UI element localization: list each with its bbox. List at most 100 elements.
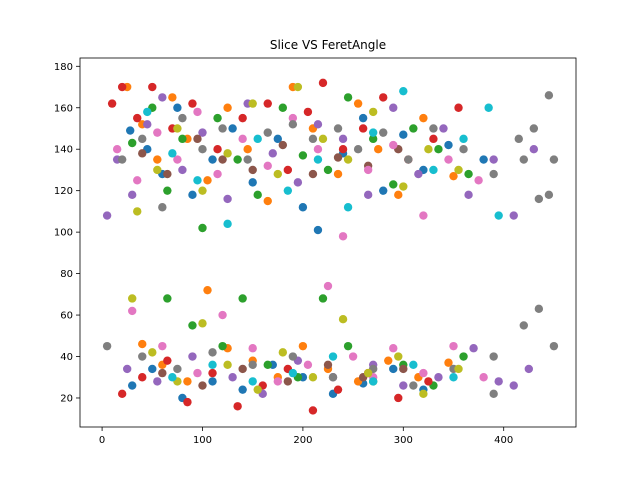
data-point <box>173 364 182 374</box>
data-point <box>218 310 227 320</box>
data-point <box>208 155 217 164</box>
data-point <box>173 155 182 164</box>
data-point <box>414 169 423 179</box>
data-point <box>126 126 135 135</box>
data-point <box>328 373 338 382</box>
data-point <box>283 165 293 175</box>
data-point <box>384 356 393 365</box>
data-point <box>353 145 363 154</box>
data-point <box>363 368 373 378</box>
data-point <box>163 356 172 365</box>
data-point <box>238 385 247 394</box>
x-axis: 0 100 200 300 400 <box>99 427 513 446</box>
y-tick-label: 20 <box>60 393 73 404</box>
data-point <box>208 348 217 357</box>
data-point <box>218 124 227 133</box>
y-tick-label: 180 <box>54 62 73 73</box>
data-point <box>168 373 177 382</box>
data-point <box>153 165 162 175</box>
data-point <box>524 364 534 374</box>
data-point <box>474 176 483 185</box>
data-point <box>509 381 518 390</box>
x-tick-label: 200 <box>293 435 312 446</box>
data-point <box>248 360 257 370</box>
data-point <box>188 99 197 108</box>
data-point <box>444 140 453 150</box>
data-point <box>303 107 313 117</box>
data-point <box>278 140 288 150</box>
data-point <box>544 91 554 100</box>
data-point <box>399 182 408 191</box>
data-point <box>117 155 127 164</box>
data-point <box>248 165 257 175</box>
data-point <box>248 99 257 108</box>
data-point <box>153 128 162 137</box>
data-point <box>138 149 147 158</box>
data-point <box>338 315 348 324</box>
data-point <box>529 145 539 154</box>
data-point <box>102 211 112 220</box>
data-point <box>268 149 277 158</box>
data-point <box>253 134 262 144</box>
data-point <box>213 169 222 179</box>
data-point <box>293 82 303 92</box>
data-point <box>263 128 272 137</box>
data-point <box>203 285 212 295</box>
data-point <box>288 368 298 378</box>
data-point <box>454 364 463 374</box>
data-point <box>208 377 217 386</box>
data-point <box>248 178 257 187</box>
data-point <box>489 169 498 179</box>
data-point <box>374 145 383 154</box>
data-point <box>143 120 152 129</box>
data-point <box>399 381 408 390</box>
data-point <box>238 294 247 303</box>
data-point <box>273 377 282 386</box>
data-point <box>389 344 398 353</box>
data-point <box>198 319 207 328</box>
data-point <box>459 145 468 154</box>
data-point <box>193 107 202 117</box>
data-point <box>358 113 368 123</box>
data-point <box>128 381 137 390</box>
data-point <box>368 107 378 117</box>
data-point <box>188 352 197 361</box>
data-point <box>298 203 308 212</box>
data-point <box>469 344 478 353</box>
data-point <box>429 124 438 133</box>
data-point <box>409 124 418 133</box>
data-point <box>444 155 453 164</box>
data-point <box>343 341 353 351</box>
data-point <box>353 99 363 108</box>
data-point <box>178 134 187 144</box>
data-point <box>173 124 182 133</box>
data-point <box>379 93 388 102</box>
data-point <box>534 194 544 204</box>
data-point <box>198 145 207 154</box>
data-point <box>318 294 328 303</box>
data-point <box>409 381 418 390</box>
points-layer <box>102 78 559 415</box>
data-point <box>163 169 172 179</box>
data-point <box>193 368 202 378</box>
data-point <box>318 134 328 144</box>
data-point <box>188 321 197 330</box>
data-point <box>112 145 122 154</box>
data-point <box>549 341 559 351</box>
data-point <box>117 389 127 399</box>
data-point <box>534 304 544 314</box>
data-point <box>218 155 227 164</box>
data-point <box>223 103 232 112</box>
data-point <box>208 360 217 370</box>
data-point <box>489 389 498 399</box>
data-point <box>404 155 413 164</box>
data-point <box>288 113 298 123</box>
data-point <box>434 145 443 154</box>
data-point <box>218 341 227 351</box>
y-tick-label: 60 <box>60 311 73 322</box>
data-point <box>519 155 528 164</box>
data-point <box>444 358 453 367</box>
data-point <box>178 113 187 123</box>
data-point <box>102 341 112 351</box>
